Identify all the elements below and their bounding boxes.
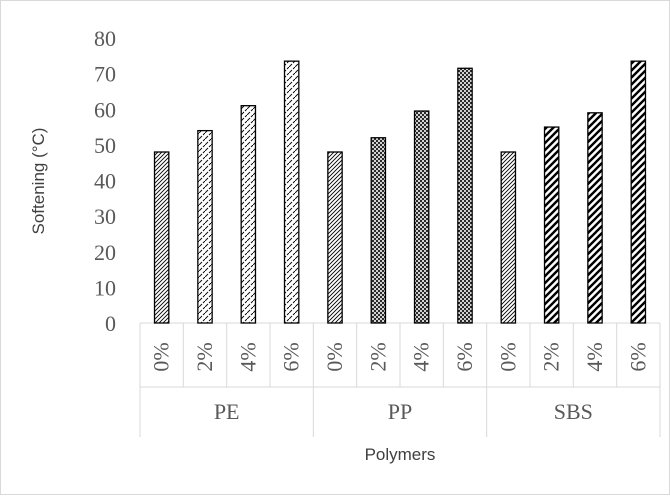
category-tick-label: 6% <box>279 342 304 371</box>
category-tick-label: 2% <box>192 342 217 371</box>
category-tick-label: 4% <box>409 342 434 371</box>
y-tick-label: 20 <box>94 240 116 265</box>
category-tick-label: 2% <box>365 342 390 371</box>
category-tick-label: 0% <box>149 342 174 371</box>
category-tick-label: 0% <box>495 342 520 371</box>
y-tick-label: 80 <box>94 26 116 51</box>
bar-pp-0pct <box>327 151 343 324</box>
bars-layer <box>153 60 647 324</box>
bar-pe-4pct <box>240 105 257 324</box>
y-tick-label: 30 <box>94 204 116 229</box>
y-tick-label: 60 <box>94 97 116 122</box>
bar-sbs-4pct <box>587 112 603 324</box>
y-axis-title: Softening (°C) <box>29 128 48 235</box>
bar-pp-4pct <box>413 110 430 324</box>
y-tick-label: 70 <box>94 62 116 87</box>
y-tick-label: 50 <box>94 133 116 158</box>
group-label: PP <box>388 399 412 424</box>
y-tick-label: 0 <box>105 311 116 336</box>
bar-pe-0pct <box>153 151 170 324</box>
bar-sbs-0pct <box>500 151 517 324</box>
bar-pe-6pct <box>283 60 300 324</box>
category-tick-label: 6% <box>625 342 650 371</box>
x-axis-title: Polymers <box>365 445 436 464</box>
category-tick-label: 2% <box>539 342 564 371</box>
category-tick-label: 4% <box>235 342 260 371</box>
category-tick-label: 6% <box>452 342 477 371</box>
bar-sbs-2pct <box>543 126 560 324</box>
labels-layer: 0 10 20 30 40 50 60 70 80 0% 2% 4% 6% PE 0% 2% 4% 6% PP 0% 2… <box>94 26 650 424</box>
category-tick-label: 0% <box>322 342 347 371</box>
axes-layer <box>139 322 661 437</box>
bar-pe-2pct <box>197 129 213 324</box>
bar-pp-6pct <box>457 67 473 324</box>
category-tick-label: 4% <box>582 342 607 371</box>
bar-sbs-6pct <box>630 60 647 324</box>
y-tick-label: 40 <box>94 169 116 194</box>
group-label: SBS <box>554 399 593 424</box>
bar-pp-2pct <box>370 137 387 324</box>
y-tick-label: 10 <box>94 275 116 300</box>
group-label: PE <box>214 399 240 424</box>
